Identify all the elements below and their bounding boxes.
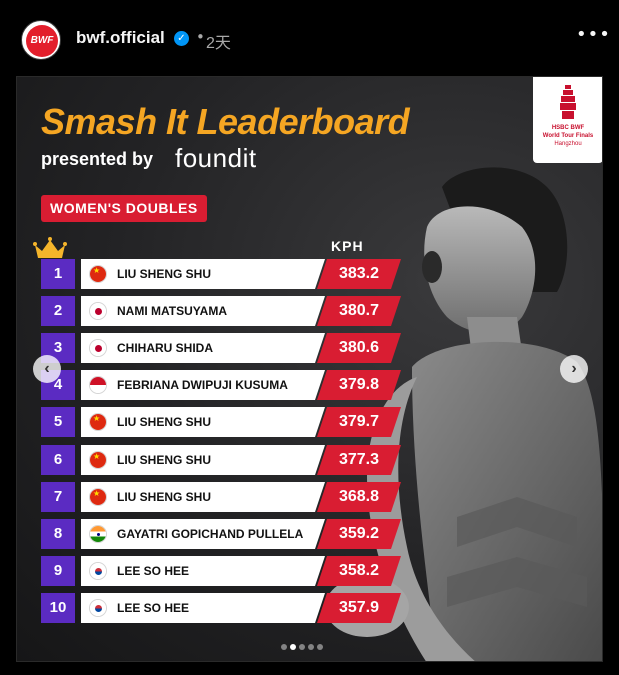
leaderboard-row: 7 ★ LIU SHENG SHU 368.8	[41, 482, 401, 512]
smash-speed: 357.9	[317, 593, 401, 623]
post-header: BWF bwf.official ✓ • 2天 •••	[0, 0, 619, 76]
player-cell: LEE SO HEE	[81, 556, 325, 586]
smash-speed: 380.7	[317, 296, 401, 326]
player-name: LIU SHENG SHU	[117, 453, 212, 467]
post-media[interactable]: Smash It Leaderboard presented by foundi…	[16, 76, 603, 662]
player-cell: LEE SO HEE	[81, 593, 325, 623]
more-options-button[interactable]: •••	[576, 24, 611, 45]
leaderboard-row: 1 ★ LIU SHENG SHU 383.2	[41, 259, 401, 289]
rank-number: 10	[41, 593, 75, 623]
post-time[interactable]: 2天	[206, 35, 231, 52]
leaderboard-row: 3 CHIHARU SHIDA 380.6	[41, 333, 401, 363]
flag-kor-icon	[89, 562, 107, 580]
crown-icon	[33, 237, 67, 258]
flag-ind-icon	[89, 525, 107, 543]
player-name: LIU SHENG SHU	[117, 415, 212, 429]
bwf-logo: BWF	[26, 25, 58, 57]
player-cell: ★ LIU SHENG SHU	[81, 482, 325, 512]
flag-chn-icon: ★	[89, 488, 107, 506]
category-badge: WOMEN'S DOUBLES	[41, 195, 207, 222]
player-name: CHIHARU SHIDA	[117, 341, 213, 355]
player-name: GAYATRI GOPICHAND PULLELA	[117, 527, 304, 541]
flag-kor-icon	[89, 599, 107, 617]
smash-speed: 379.8	[317, 370, 401, 400]
pagination-dot[interactable]	[308, 644, 314, 650]
flag-jpn-icon	[89, 339, 107, 357]
separator: •	[196, 28, 205, 46]
smash-speed: 358.2	[317, 556, 401, 586]
event-line1: HSBC BWF	[551, 125, 585, 131]
player-name: LIU SHENG SHU	[117, 490, 212, 504]
player-name: NAMI MATSUYAMA	[117, 304, 227, 318]
pagination-dot[interactable]	[281, 644, 287, 650]
kph-column-header: KPH	[331, 238, 364, 254]
player-name: LIU SHENG SHU	[117, 267, 212, 281]
player-name: LEE SO HEE	[117, 601, 190, 615]
smash-speed: 379.7	[317, 407, 401, 437]
smash-speed: 368.8	[317, 482, 401, 512]
player-cell: FEBRIANA DWIPUJI KUSUMA	[81, 370, 325, 400]
flag-jpn-icon	[89, 302, 107, 320]
player-cell: NAMI MATSUYAMA	[81, 296, 325, 326]
event-line3: Hangzhou	[554, 141, 582, 147]
leaderboard-row: 5 ★ LIU SHENG SHU 379.7	[41, 407, 401, 437]
flag-chn-icon: ★	[89, 451, 107, 469]
pagination-dot[interactable]	[317, 644, 323, 650]
presented-by-label: presented by	[41, 149, 154, 169]
player-name: LEE SO HEE	[117, 564, 190, 578]
leaderboard-row: 4 FEBRIANA DWIPUJI KUSUMA 379.8	[41, 370, 401, 400]
sponsor-logo: foundit	[175, 143, 257, 173]
pagination-dot[interactable]	[299, 644, 305, 650]
player-cell: ★ LIU SHENG SHU	[81, 407, 325, 437]
leaderboard-row: 10 LEE SO HEE 357.9	[41, 593, 401, 623]
leaderboard-row: 8 GAYATRI GOPICHAND PULLELA 359.2	[41, 519, 401, 549]
flag-chn-icon: ★	[89, 265, 107, 283]
pagination-dot[interactable]	[290, 644, 296, 650]
event-line2: World Tour Finals	[542, 133, 594, 139]
rank-number: 2	[41, 296, 75, 326]
player-cell: GAYATRI GOPICHAND PULLELA	[81, 519, 325, 549]
player-cell: ★ LIU SHENG SHU	[81, 259, 325, 289]
leaderboard-title: Smash It Leaderboard	[41, 101, 410, 142]
username[interactable]: bwf.official	[76, 28, 165, 47]
player-cell: CHIHARU SHIDA	[81, 333, 325, 363]
avatar[interactable]: BWF	[21, 20, 61, 60]
rank-number: 8	[41, 519, 75, 549]
flag-ina-icon	[89, 376, 107, 394]
smash-speed: 359.2	[317, 519, 401, 549]
carousel-pagination	[281, 635, 326, 650]
rank-number: 5	[41, 407, 75, 437]
leaderboard-row: 9 LEE SO HEE 358.2	[41, 556, 401, 586]
rank-number: 9	[41, 556, 75, 586]
flag-chn-icon: ★	[89, 413, 107, 431]
leaderboard-row: 2 NAMI MATSUYAMA 380.7	[41, 296, 401, 326]
leaderboard-row: 6 ★ LIU SHENG SHU 377.3	[41, 445, 401, 475]
previous-slide-button[interactable]: ‹	[33, 355, 61, 383]
smash-speed: 383.2	[317, 259, 401, 289]
smash-speed: 377.3	[317, 445, 401, 475]
rank-number: 7	[41, 482, 75, 512]
smash-speed: 380.6	[317, 333, 401, 363]
verified-badge-icon: ✓	[174, 31, 189, 46]
next-slide-button[interactable]: ›	[560, 355, 588, 383]
rank-number: 1	[41, 259, 75, 289]
tournament-emblem-icon	[560, 85, 576, 119]
rank-number: 6	[41, 445, 75, 475]
event-badge: HSBC BWF World Tour Finals Hangzhou	[533, 77, 602, 163]
player-name: FEBRIANA DWIPUJI KUSUMA	[117, 378, 288, 392]
player-cell: ★ LIU SHENG SHU	[81, 445, 325, 475]
